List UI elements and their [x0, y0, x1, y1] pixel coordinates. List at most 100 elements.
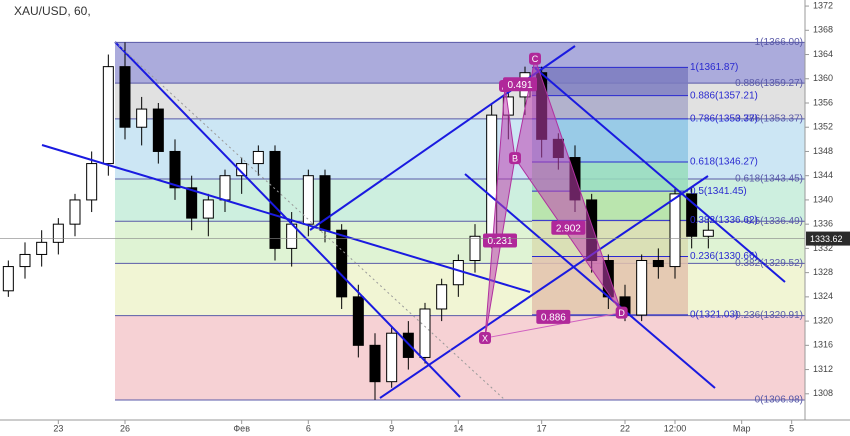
y-tick-label: 1360	[813, 73, 833, 83]
candle-body	[52, 223, 64, 243]
pattern-link	[484, 312, 622, 339]
fib-band	[115, 83, 805, 119]
candle-body	[386, 332, 398, 383]
candle-body	[452, 260, 464, 286]
y-tick-label: 1352	[813, 122, 833, 132]
fib-band	[532, 67, 688, 96]
trend-line	[309, 45, 576, 231]
fib-label: 1(1361.87)	[690, 62, 738, 73]
x-tick-label: 6	[306, 423, 311, 433]
pattern-point-label: X	[482, 333, 488, 343]
candle-body	[652, 260, 664, 268]
pattern-bcd	[514, 56, 623, 313]
candle-body	[402, 332, 414, 358]
candle-body	[69, 199, 81, 225]
fib-label: 0(1321.03)	[690, 309, 738, 320]
fib-label: 0.886(1357.21)	[690, 90, 758, 101]
candle-body	[702, 229, 714, 237]
candle-body	[669, 193, 681, 268]
y-tick-label: 1340	[813, 194, 833, 204]
trend-line	[114, 41, 461, 398]
candle-body	[86, 163, 98, 201]
pattern-xab	[484, 85, 516, 339]
candle-body	[352, 296, 364, 346]
candle-body	[219, 175, 231, 201]
y-tick-label: 1368	[813, 25, 833, 35]
y-tick-label: 1356	[813, 97, 833, 107]
y-tick-label: 1320	[813, 315, 833, 325]
candle-body	[19, 253, 31, 268]
ratio-box	[536, 309, 571, 324]
candle-body	[636, 260, 648, 316]
ratio-box	[551, 220, 586, 235]
x-tick-label: 22	[620, 423, 630, 433]
candle-body	[269, 150, 281, 249]
candle-body	[36, 241, 48, 255]
candle-body	[252, 150, 264, 165]
candle-body	[119, 66, 131, 128]
pattern-point-label: B	[512, 153, 518, 163]
candle-body	[436, 284, 448, 310]
drawings	[41, 41, 786, 401]
ratio-label: 0.231	[487, 236, 512, 247]
candle-body	[419, 308, 431, 358]
trend-line	[534, 67, 786, 283]
fib-label: 0.618(1343.45)	[735, 174, 803, 185]
fib-label: 0.5(1341.45)	[690, 186, 747, 197]
fib-band	[115, 315, 805, 400]
y-tick-label: 1348	[813, 146, 833, 156]
pattern-point	[479, 332, 491, 345]
x-tick-label: Мар	[733, 423, 751, 433]
fib-label: 1(1366.00)	[755, 37, 803, 48]
pattern-point	[615, 306, 628, 319]
fib-label: 0.5(1336.49)	[746, 216, 803, 227]
y-tick-label: 1308	[813, 388, 833, 398]
x-tick-label: 9	[389, 423, 394, 433]
x-tick-label: 26	[120, 423, 130, 433]
candle-body	[136, 108, 148, 128]
y-tick-label: 1344	[813, 170, 833, 180]
y-tick-label: 1364	[813, 49, 833, 59]
fib-label: 0(1306.98)	[755, 395, 803, 406]
candle-body	[186, 187, 198, 219]
x-tick-label: 23	[53, 423, 63, 433]
trend-line	[379, 175, 709, 399]
y-tick-label: 1328	[813, 267, 833, 277]
candle-body	[336, 229, 348, 298]
y-tick-label: 1324	[813, 291, 833, 301]
candle-body	[236, 163, 248, 177]
y-tick-label: 1332	[813, 243, 833, 253]
fib-label: 0.886(1359.27)	[735, 78, 803, 89]
x-tick-label: Фев	[233, 423, 250, 433]
harmonic-pattern: 1(1366.00)0.886(1359.27)0.786(1353.37)0.…	[479, 37, 803, 406]
ratio-label: 0.886	[541, 312, 566, 323]
candle-body	[169, 150, 181, 189]
fib-label: 0.382(1336.62)	[690, 215, 758, 226]
candle-body	[2, 266, 14, 292]
candle-body	[469, 235, 481, 262]
candle-body	[152, 108, 164, 152]
x-tick-label: 12:00	[664, 423, 687, 433]
candle-body	[102, 66, 114, 165]
pattern-point	[529, 52, 541, 65]
candle-body	[686, 193, 698, 237]
candle-body	[369, 344, 381, 383]
x-tick-label: 5	[789, 423, 794, 433]
pattern-point-label: D	[618, 308, 625, 318]
ratio-box	[483, 233, 517, 248]
fib-label: 0.786(1353.37)	[735, 114, 803, 125]
fib-band	[115, 118, 805, 180]
x-tick-label: 14	[453, 423, 463, 433]
fib-label: 0.236(1320.91)	[735, 310, 803, 321]
ratio-label: 0.491	[507, 80, 532, 91]
fib-label: 0.786(1353.37)	[690, 114, 758, 125]
last-price-label: 1333.62	[810, 234, 843, 244]
ratio-label: 2.902	[556, 223, 581, 234]
fib-label: 0.382(1329.52)	[735, 258, 803, 269]
chart-title: XAU/USD, 60,	[14, 4, 91, 18]
candle-body	[202, 199, 214, 219]
y-tick-label: 1312	[813, 364, 833, 374]
y-tick-label: 1372	[813, 0, 833, 10]
